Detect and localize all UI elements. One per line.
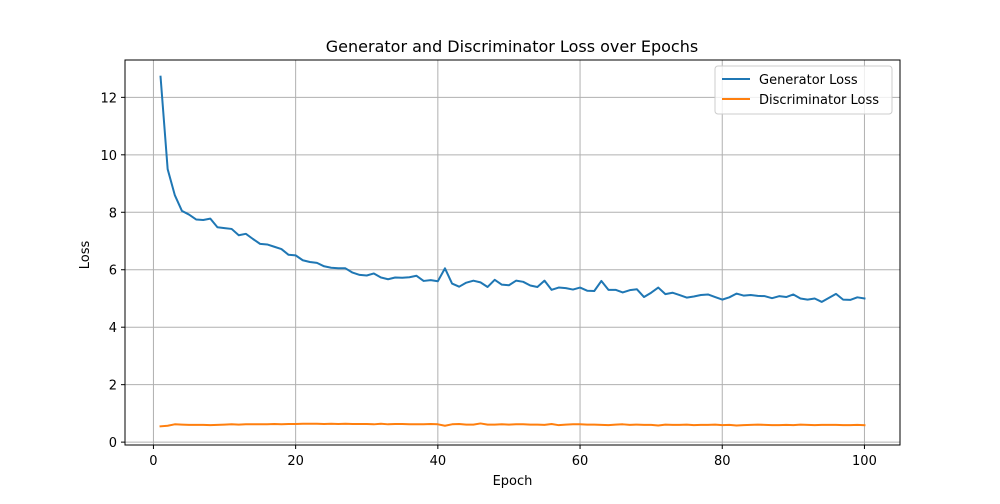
x-tick-label: 20 <box>287 454 304 469</box>
y-tick-label: 12 <box>100 91 117 106</box>
y-tick-label: 6 <box>109 264 117 279</box>
x-tick-label: 60 <box>572 454 589 469</box>
legend-box <box>714 65 893 115</box>
legend: Generator Loss Discriminator Loss <box>714 65 893 115</box>
x-tick-label: 80 <box>714 454 731 469</box>
chart-title: Generator and Discriminator Loss over Ep… <box>326 37 698 56</box>
x-tick-label: 40 <box>430 454 447 469</box>
grid <box>125 60 900 445</box>
y-tick-label: 2 <box>109 379 117 394</box>
axis-ticks: 0 20 40 60 80 100 0 2 4 6 8 10 12 <box>100 91 876 469</box>
x-axis-label: Epoch <box>493 474 533 489</box>
x-tick-label: 0 <box>149 454 157 469</box>
generator-loss-line <box>159 75 866 303</box>
legend-label-generator: Generator Loss <box>759 73 858 88</box>
y-tick-label: 0 <box>109 436 117 451</box>
legend-label-discriminator: Discriminator Loss <box>759 93 879 108</box>
plot-frame <box>124 59 901 446</box>
y-axis-label: Loss <box>78 241 93 270</box>
series-lines <box>159 75 866 428</box>
discriminator-loss-line <box>159 422 866 428</box>
x-tick-label: 100 <box>852 454 877 469</box>
y-tick-label: 8 <box>109 206 117 221</box>
y-tick-label: 10 <box>100 149 117 164</box>
y-tick-label: 4 <box>109 321 117 336</box>
